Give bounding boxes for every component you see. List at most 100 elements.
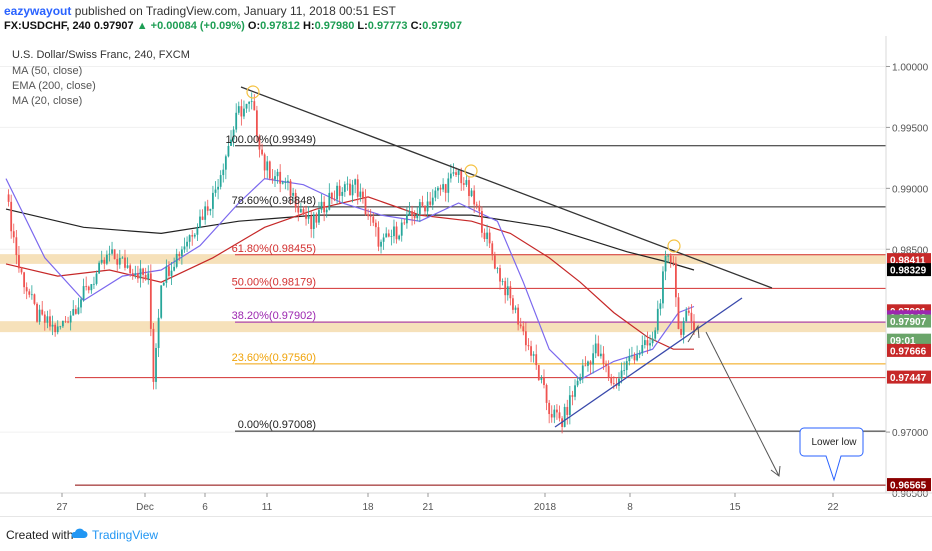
fib-label: 0.00%(0.97008)	[238, 419, 316, 431]
candle-body	[398, 235, 401, 240]
candle-body	[186, 241, 188, 247]
candle-body	[255, 110, 258, 136]
candle-body	[292, 192, 294, 196]
price-chart[interactable]: Lower low 100.00%(0.99349) 78.60%(0.98848…	[0, 36, 932, 516]
footer: Created with TradingView	[0, 516, 932, 551]
candle-body	[594, 343, 597, 354]
fib-label: 100.00%(0.99349)	[225, 134, 316, 146]
candle-body	[287, 180, 289, 183]
chart-header: eazywayout published on TradingView.com,…	[0, 0, 932, 36]
candle-body	[147, 273, 150, 280]
candle-body	[131, 273, 134, 276]
price-label-text: 0.97907	[890, 317, 927, 328]
candle-body	[690, 312, 693, 322]
candle-body	[243, 108, 245, 117]
forecast-arrow-down	[705, 331, 780, 477]
callout-bubble	[799, 427, 864, 482]
candle-body	[385, 233, 388, 238]
candle-body	[157, 317, 160, 348]
candle-body	[359, 191, 362, 197]
candle-body	[64, 320, 67, 322]
candle-body	[180, 249, 183, 256]
candlestick-series	[7, 92, 695, 434]
candle-body	[307, 215, 310, 219]
candle-body	[587, 361, 589, 366]
zone-band	[0, 321, 886, 333]
low-value: 0.97773	[367, 20, 408, 32]
candle-body	[522, 326, 525, 332]
candle-body	[602, 353, 605, 364]
candle-body	[667, 255, 670, 257]
candle-body	[82, 286, 85, 300]
candle-body	[253, 101, 256, 111]
candle-body	[25, 287, 28, 292]
candle-body	[312, 214, 315, 230]
candle-body	[406, 214, 408, 224]
candle-body	[165, 266, 168, 283]
candle-body	[289, 180, 292, 196]
uptrend-line[interactable]	[554, 297, 743, 428]
candle-body	[43, 314, 46, 323]
candle-body	[400, 222, 403, 236]
candle-body	[641, 345, 644, 354]
candle-body	[470, 190, 473, 197]
downtrend-line[interactable]	[240, 86, 773, 289]
candle-body	[501, 281, 504, 282]
candle-body	[328, 192, 331, 210]
time-tick-label: 22	[827, 502, 839, 513]
candle-body	[118, 257, 121, 265]
candle-body	[656, 308, 659, 331]
candle-body	[486, 232, 488, 240]
candle-body	[631, 355, 633, 357]
price-tick-label: 0.96500	[892, 489, 929, 500]
candle-body	[426, 201, 429, 212]
fib-label: 78.60%(0.98848)	[232, 195, 316, 207]
candle-body	[693, 321, 695, 331]
swing-high-marker	[464, 164, 478, 178]
candle-body	[261, 149, 263, 155]
close-label: C:	[410, 20, 423, 32]
candle-body	[111, 249, 113, 254]
candle-body	[413, 215, 416, 219]
candle-body	[346, 183, 349, 185]
low-label: L:	[357, 20, 368, 32]
price-tick-label: 0.99000	[892, 184, 929, 195]
candle-body	[633, 355, 636, 361]
tradingview-brand[interactable]: TradingView	[92, 528, 159, 542]
candle-body	[245, 103, 248, 109]
candle-body	[380, 241, 382, 247]
candle-body	[493, 255, 496, 269]
candle-body	[465, 180, 468, 185]
time-axis: 27 Dec 6 11 18 21 2018 8 15 22	[56, 493, 839, 513]
candle-body	[281, 182, 284, 184]
candle-body	[160, 285, 163, 318]
candle-body	[41, 309, 44, 315]
lower-low-callout[interactable]: Lower low	[799, 427, 864, 482]
candle-body	[206, 206, 209, 211]
candle-body	[367, 214, 370, 217]
level-lines	[75, 145, 886, 486]
time-tick-label: 8	[627, 502, 633, 513]
candle-body	[343, 184, 346, 192]
legend-ma50: MA (50, close)	[12, 65, 82, 77]
candle-body	[7, 194, 10, 202]
candle-body	[680, 328, 682, 335]
candle-body	[323, 201, 326, 213]
candle-body	[248, 101, 251, 104]
candle-body	[196, 227, 199, 235]
candle-body	[416, 214, 419, 219]
candle-body	[294, 192, 297, 208]
candle-body	[349, 183, 351, 196]
candle-body	[85, 286, 88, 287]
candle-body	[491, 243, 494, 256]
candle-body	[654, 330, 657, 339]
candle-body	[20, 268, 23, 273]
chart-background	[0, 36, 932, 516]
candle-body	[483, 232, 486, 240]
candle-body	[36, 303, 38, 322]
candle-body	[100, 259, 103, 263]
candle-body	[212, 192, 214, 209]
candle-body	[51, 324, 54, 327]
author-link[interactable]: eazywayout	[4, 4, 72, 18]
candle-body	[597, 343, 600, 357]
